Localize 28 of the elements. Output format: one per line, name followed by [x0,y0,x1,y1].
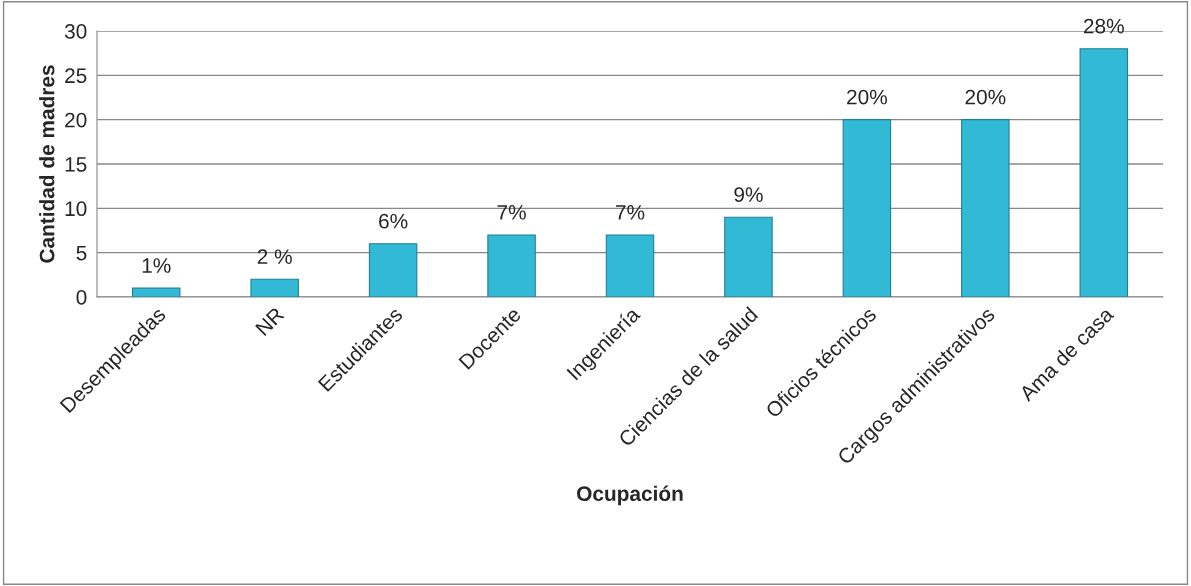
y-tick-label: 0 [76,290,87,305]
bar [250,278,299,297]
y-tick-label: 10 [65,201,87,217]
x-axis-title: Ocupación [577,485,683,506]
data-label: 20% [847,89,887,105]
x-tick-label: NR [255,306,285,337]
y-tick-label: 15 [65,157,87,172]
data-label: 28% [1083,18,1124,34]
y-tick-label: 5 [76,245,87,261]
bar [605,234,655,297]
data-label: 7% [616,205,645,220]
data-label: 9% [734,187,763,202]
y-tick-label: 25 [65,68,87,84]
data-label: 2 % [257,249,292,264]
bar [961,119,1010,297]
y-axis-title: Cantidad de madres [39,65,55,263]
data-label: 6% [379,213,408,229]
bar [131,287,181,297]
data-label: 20% [965,89,1006,105]
bar [724,216,773,297]
y-tick-label: 20 [65,112,87,128]
bar [368,243,418,297]
y-tick-label: 30 [64,24,87,39]
bar [487,234,536,297]
bar [842,119,892,297]
data-label: 7% [497,205,526,220]
bar [1079,48,1129,297]
data-label: 1% [142,258,171,273]
